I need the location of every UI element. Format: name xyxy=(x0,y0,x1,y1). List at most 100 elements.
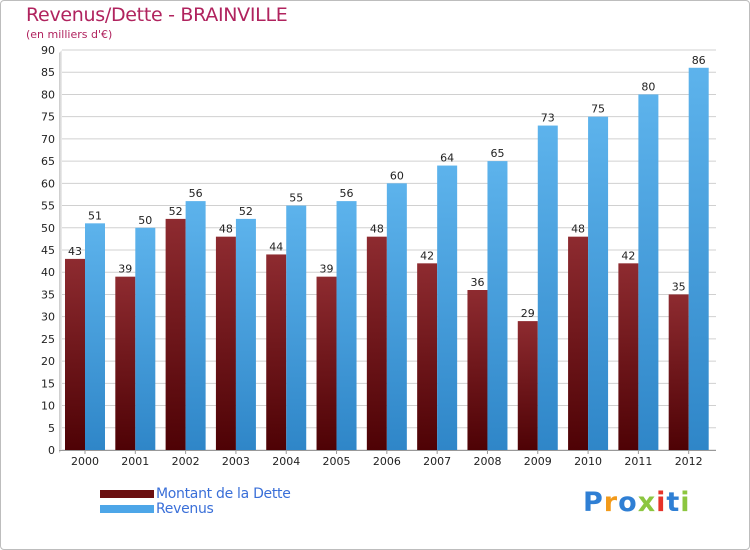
bar-debt xyxy=(467,290,488,450)
bar-debt xyxy=(165,218,186,450)
data-label-debt: 29 xyxy=(521,307,535,320)
proxiti-logo: Proxiti xyxy=(583,487,691,518)
y-tick-label: 5 xyxy=(48,422,55,435)
bar-debt xyxy=(366,236,387,450)
logo-letter: o xyxy=(618,487,638,518)
data-label-revenue: 56 xyxy=(340,187,354,200)
y-tick-label: 15 xyxy=(41,377,55,390)
y-tick-label: 45 xyxy=(41,244,55,257)
y-tick-label: 25 xyxy=(41,333,55,346)
data-label-revenue: 80 xyxy=(641,80,655,93)
x-tick-label: 2001 xyxy=(121,455,149,468)
data-label-revenue: 60 xyxy=(390,169,404,182)
y-tick-label: 60 xyxy=(41,177,55,190)
data-label-debt: 39 xyxy=(320,263,334,276)
legend-label-debt: Montant de la Dette xyxy=(156,485,291,502)
axis-wall xyxy=(59,50,62,453)
data-label-debt: 48 xyxy=(219,223,233,236)
bar-debt xyxy=(316,276,337,450)
data-label-debt: 44 xyxy=(269,240,283,253)
bar-revenue xyxy=(85,223,105,450)
x-tick-label: 2003 xyxy=(222,455,250,468)
x-tick-label: 2011 xyxy=(624,455,652,468)
bar-revenue xyxy=(537,125,558,451)
bar-debt xyxy=(568,236,589,450)
bar-revenue xyxy=(286,205,307,450)
y-tick-label: 75 xyxy=(41,111,55,124)
bar-debt xyxy=(215,236,236,450)
bar-debt xyxy=(266,254,287,450)
data-label-revenue: 56 xyxy=(189,187,203,200)
x-tick-label: 2010 xyxy=(574,455,602,468)
bar-revenue xyxy=(588,116,609,451)
legend-label-revenue: Revenus xyxy=(156,500,214,517)
data-label-debt: 42 xyxy=(621,249,635,262)
logo-letter: t xyxy=(666,487,681,518)
bar-debt xyxy=(65,258,85,450)
y-tick-label: 30 xyxy=(41,311,55,324)
y-tick-label: 65 xyxy=(41,155,55,168)
bar-debt xyxy=(517,321,538,450)
y-tick-label: 20 xyxy=(41,355,55,368)
y-tick-label: 40 xyxy=(41,266,55,279)
y-tick-label: 80 xyxy=(41,88,55,101)
logo-letter: x xyxy=(637,487,657,518)
legend-swatch-revenue xyxy=(100,504,154,513)
data-label-debt: 52 xyxy=(169,205,183,218)
y-tick-label: 90 xyxy=(41,44,55,57)
x-tick-label: 2005 xyxy=(323,455,351,468)
bar-debt xyxy=(115,276,136,450)
chart-title: Revenus/Dette - BRAINVILLE xyxy=(26,4,288,26)
y-tick-label: 35 xyxy=(41,288,55,301)
data-label-revenue: 55 xyxy=(289,192,303,205)
data-label-revenue: 64 xyxy=(440,152,454,165)
data-label-revenue: 50 xyxy=(138,214,152,227)
bar-debt xyxy=(668,294,689,450)
data-label-revenue: 75 xyxy=(591,103,605,116)
legend-item-debt: Montant de la Dette xyxy=(100,485,291,502)
logo-letter: i xyxy=(680,487,691,518)
bar-revenue xyxy=(638,94,659,450)
data-label-revenue: 52 xyxy=(239,205,253,218)
legend: Montant de la Dette Revenus xyxy=(100,485,291,517)
bar-revenue xyxy=(437,165,458,451)
x-tick-label: 2007 xyxy=(423,455,451,468)
data-label-revenue: 65 xyxy=(490,147,504,160)
data-label-debt: 48 xyxy=(571,223,585,236)
data-label-debt: 48 xyxy=(370,223,384,236)
y-tick-label: 10 xyxy=(41,400,55,413)
bar-revenue xyxy=(135,227,156,450)
y-tick-label: 0 xyxy=(48,444,55,457)
y-tick-label: 85 xyxy=(41,66,55,79)
x-tick-label: 2006 xyxy=(373,455,401,468)
x-tick-label: 2002 xyxy=(172,455,200,468)
legend-item-revenue: Revenus xyxy=(100,500,291,517)
legend-swatch-debt xyxy=(100,489,154,498)
bar-revenue xyxy=(336,201,357,450)
data-label-debt: 36 xyxy=(470,276,484,289)
data-label-debt: 39 xyxy=(118,263,132,276)
data-label-debt: 43 xyxy=(68,245,82,258)
chart-subtitle: (en milliers d'€) xyxy=(26,28,113,41)
data-label-revenue: 51 xyxy=(88,209,102,222)
bar-revenue xyxy=(386,183,407,451)
y-tick-label: 55 xyxy=(41,200,55,213)
logo-letter: i xyxy=(656,487,667,518)
bar-revenue xyxy=(185,201,206,450)
bar-revenue xyxy=(487,161,508,450)
y-tick-label: 70 xyxy=(41,133,55,146)
logo-letter: P xyxy=(583,487,604,518)
x-tick-label: 2004 xyxy=(272,455,300,468)
logo-letter: r xyxy=(603,487,619,518)
x-tick-label: 2012 xyxy=(675,455,703,468)
x-tick-label: 2009 xyxy=(524,455,552,468)
data-label-debt: 35 xyxy=(672,280,686,293)
y-tick-label: 50 xyxy=(41,222,55,235)
data-label-debt: 42 xyxy=(420,249,434,262)
bar-debt xyxy=(417,263,438,450)
bar-revenue xyxy=(688,67,709,451)
data-label-revenue: 73 xyxy=(541,112,555,125)
data-label-revenue: 86 xyxy=(692,54,706,67)
bar-debt xyxy=(618,263,639,450)
